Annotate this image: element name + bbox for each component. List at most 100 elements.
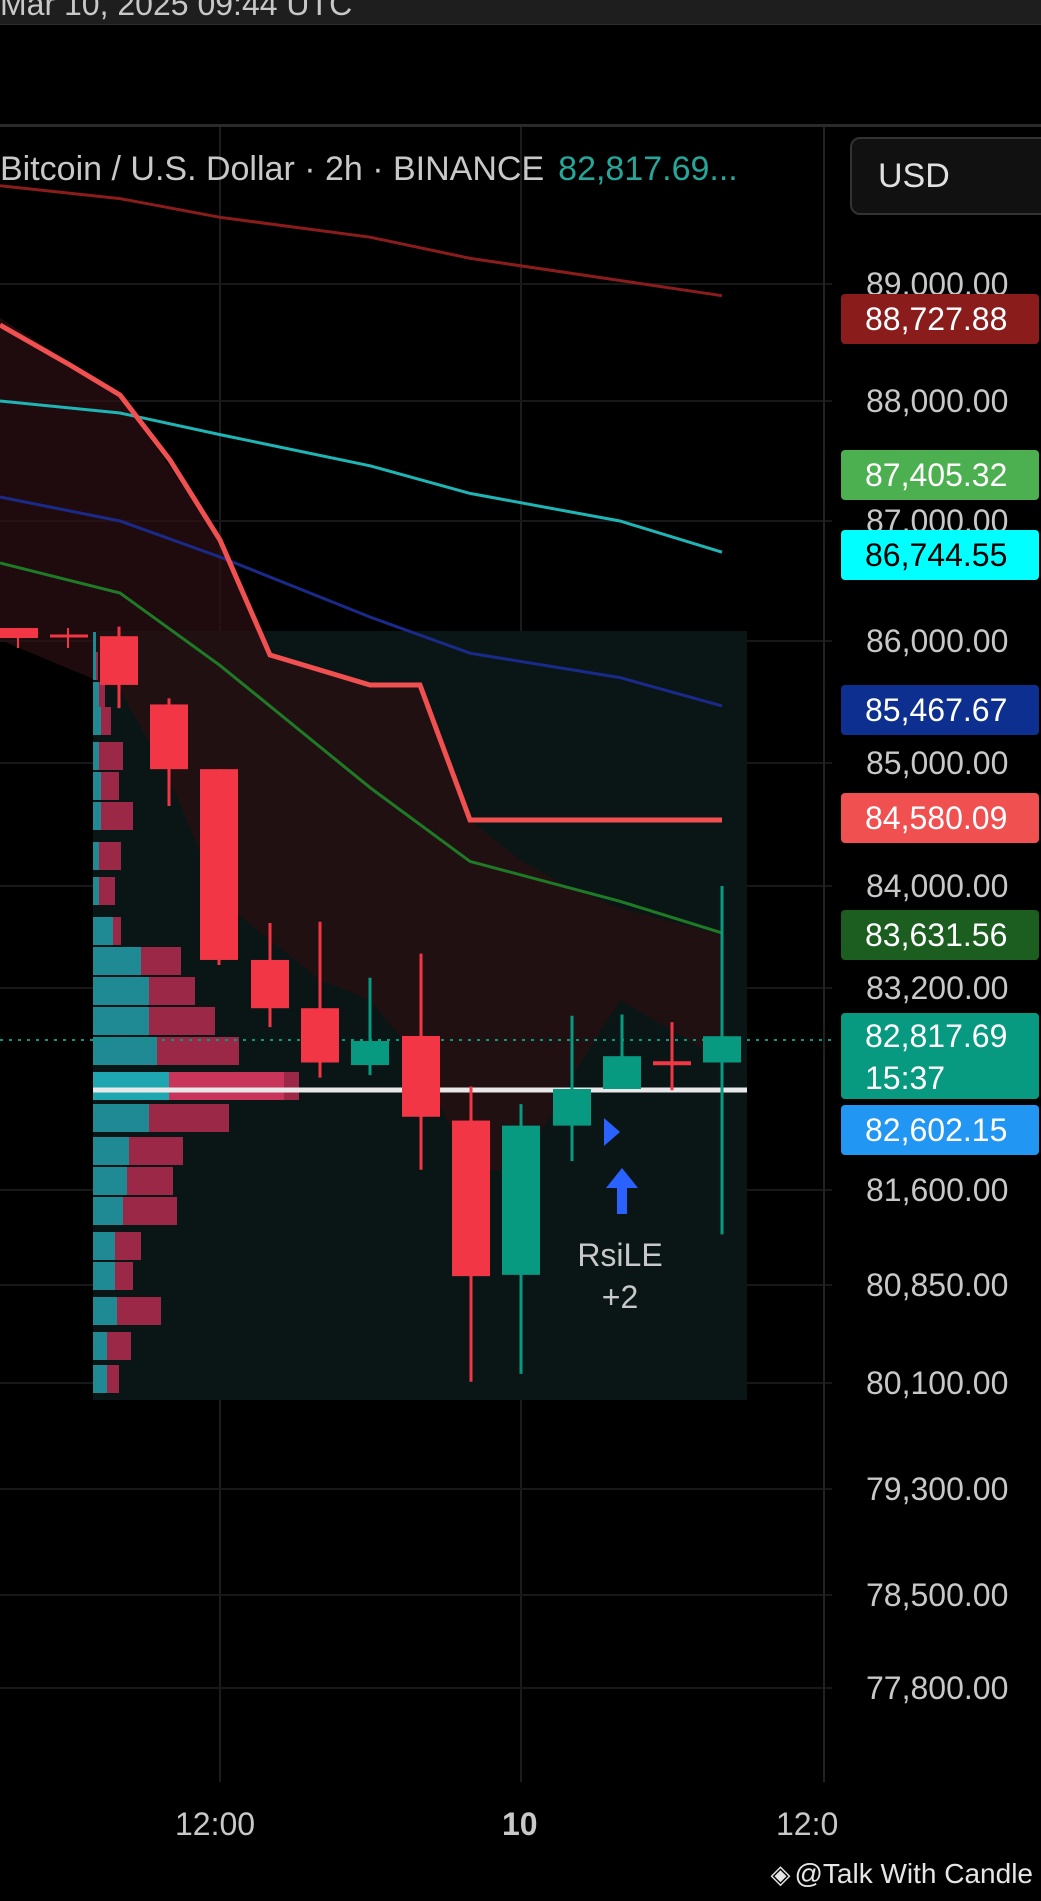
volume-bar-up [93,842,99,870]
currency-label: USD [878,157,950,195]
supertrend-cloud [0,318,722,1170]
ma-cyan-line [0,399,723,554]
price-axis-label: 86,000.00 [866,623,1009,659]
candle [301,1008,339,1063]
volume-bar-up [93,1167,127,1195]
volume-bar-up [93,1037,157,1065]
volume-bar-up [93,1365,107,1393]
price-axis-label: 88,000.00 [866,383,1009,419]
time-label-1200: 12:00 [175,1806,256,1842]
candle [351,1041,389,1066]
volume-bar-up [93,682,99,710]
volume-bar-up [93,707,101,735]
candle [703,1036,741,1063]
binance-logo-icon: ◈ [770,1859,791,1889]
volume-bar-down [129,1137,183,1165]
price-axis-label: 85,000.00 [866,745,1009,781]
volume-bar-down [99,842,121,870]
volume-bar-down [115,1232,141,1260]
candle [100,636,138,685]
candle [251,959,289,1009]
candle [200,769,238,960]
entry-marker-icon [604,1118,620,1146]
volume-bar-up [93,1262,115,1290]
volume-bar-up [93,1297,117,1325]
price-axis-label: 79,300.00 [866,1471,1009,1507]
price-tag-last-price: 82,817.69 15:37 [841,1013,1039,1099]
volume-bar-down [117,1297,161,1325]
volume-bar-down [101,707,111,735]
price-axis-label: 84,000.00 [866,868,1009,904]
candle [653,1061,691,1066]
watermark: ◈ @Talk With Candle [770,1858,1033,1889]
volume-bar-down [157,1037,239,1065]
volume-bar-up [93,772,101,800]
volume-bar-up [93,1232,115,1260]
volume-bar-down [99,682,105,710]
price-axis-label: 81,600.00 [866,1172,1009,1208]
time-label-1200-next: 12:0 [776,1806,839,1842]
volume-bar-up [93,742,99,770]
volume-bar-up [93,977,149,1005]
rsi-long-entry-label: RsiLE +2 [560,1234,680,1318]
long-entry-arrow-icon [606,1168,638,1214]
candle [402,1035,440,1117]
price-tag-ma-green-light: 87,405.32 [841,450,1039,500]
candle [452,1120,490,1277]
chart-toolbar [0,25,1041,127]
volume-bar-down [115,1262,133,1290]
volume-bar-up [93,1332,107,1360]
price-tag-ma-red: 88,727.88 [841,294,1039,344]
currency-button[interactable]: USD [850,137,1041,215]
price-tag-poc: 82,602.15 [841,1105,1039,1155]
volume-bar-up [93,877,99,905]
signal-qty: +2 [601,1279,639,1315]
ma-blue-line [0,495,723,708]
volume-bar-down [99,877,115,905]
volume-bar-up [93,1104,149,1132]
volume-bar-down [113,917,121,945]
volume-bar-down [107,1332,131,1360]
volume-bar-up [93,802,101,830]
volume-bar-down [141,947,181,975]
price-axis-label: 78,500.00 [866,1577,1009,1613]
top-status-bar: Mar 10, 2025 09:44 UTC [0,0,1041,25]
price-axis-label: 80,100.00 [866,1365,1009,1401]
price-axis-label: 77,800.00 [866,1670,1009,1706]
volume-bar-down [101,802,133,830]
price-axis-label: 83,200.00 [866,970,1009,1006]
candle [150,704,188,770]
price-tag-ma-blue: 85,467.67 [841,685,1039,735]
volume-bar-up [93,917,113,945]
volume-bar-down [149,977,195,1005]
chart-legend[interactable]: Bitcoin / U.S. Dollar · 2h · BINANCE 82,8… [0,150,738,189]
volume-bar-down [101,772,119,800]
volume-bar-down [123,1197,177,1225]
symbol-title: Bitcoin / U.S. Dollar · 2h · BINANCE [0,150,545,188]
ema-green-line [0,561,723,935]
volume-bar-down [99,742,123,770]
header-datetime: Mar 10, 2025 09:44 UTC [0,0,353,22]
signal-name: RsiLE [577,1237,663,1273]
volume-bar-up [93,652,96,680]
volume-bar-down [107,1365,119,1393]
supertrend-line [0,322,722,823]
legend-price: 82,817.69... [558,150,738,188]
candle [502,1125,540,1275]
ma-red-line [0,184,723,298]
volume-bar-down [127,1167,173,1195]
volume-bar-up [93,1072,169,1100]
price-axis-label: 80,850.00 [866,1267,1009,1303]
volume-bar-down [149,1007,215,1035]
volume-bar-up [93,1007,149,1035]
volume-bar-down [149,1104,229,1132]
volume-bar-up [93,947,141,975]
volume-bar-up [93,1197,123,1225]
price-tag-ema-green: 83,631.56 [841,910,1039,960]
candle [553,1089,591,1126]
time-label-10: 10 [502,1806,538,1842]
price-tag-ma-cyan: 86,744.55 [841,530,1039,580]
price-tag-supertrend: 84,580.09 [841,793,1039,843]
volume-bar-up [93,1137,129,1165]
